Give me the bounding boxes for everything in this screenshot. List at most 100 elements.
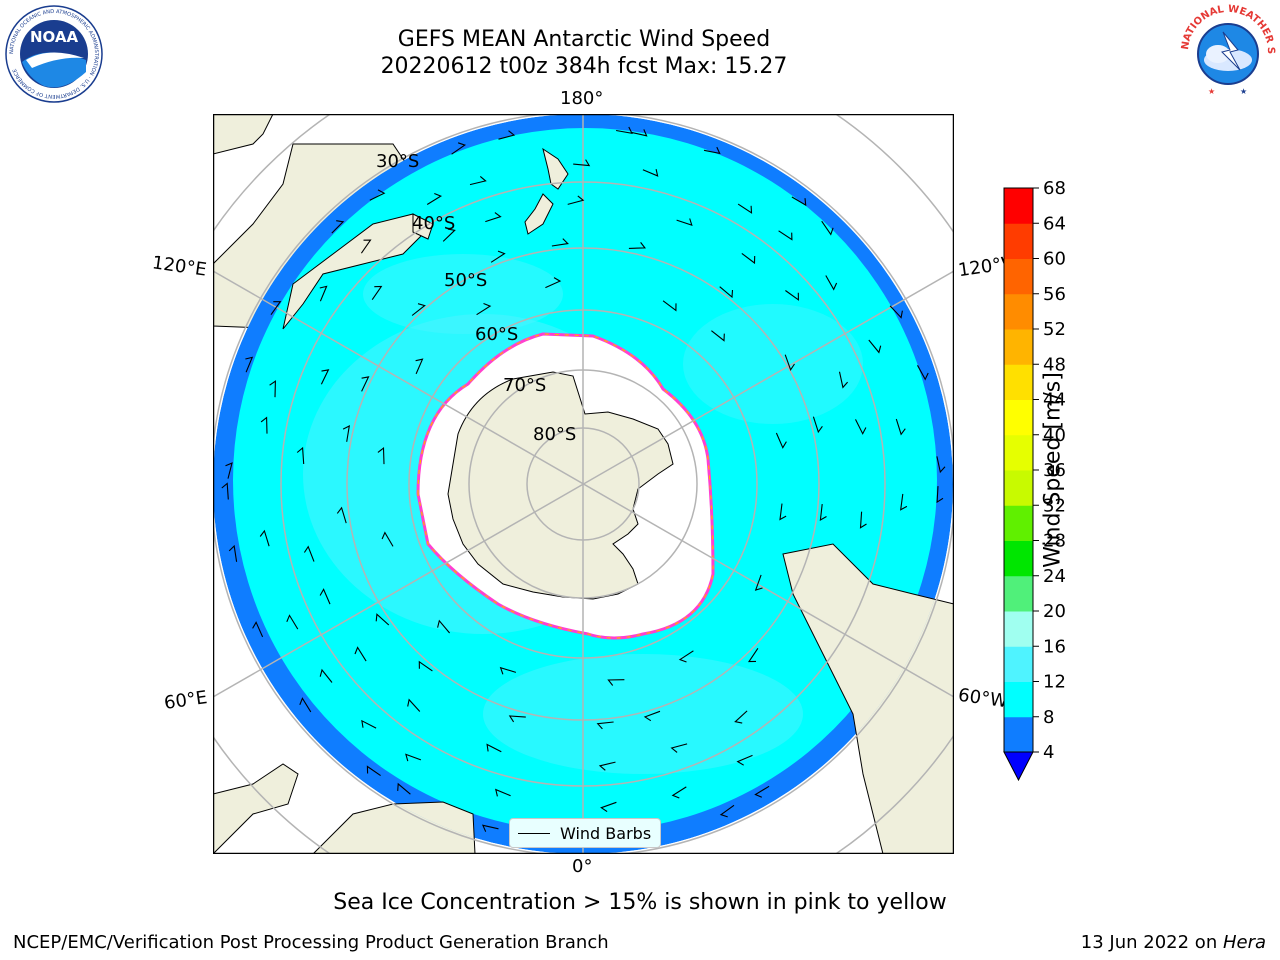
wind-barb bbox=[900, 493, 908, 511]
wind-barbs bbox=[221, 126, 946, 843]
wind-barb bbox=[225, 462, 233, 479]
wind-barb bbox=[377, 447, 385, 465]
colorbar-label: Wind Speed [m/s] bbox=[1040, 372, 1066, 568]
colorbar-tick-label: 16 bbox=[1043, 636, 1066, 657]
wind-barb bbox=[286, 614, 299, 630]
colorbar-segment bbox=[1004, 293, 1033, 330]
wind-barb bbox=[676, 218, 693, 226]
colorbar-segment bbox=[1004, 434, 1033, 471]
wind-barb bbox=[381, 531, 394, 547]
colorbar-tick-label: 36 bbox=[1043, 460, 1066, 481]
colorbar-segment bbox=[1004, 223, 1033, 259]
lat-label-60s: 60°S bbox=[475, 324, 519, 345]
antarctica bbox=[447, 371, 674, 600]
colorbar-segment bbox=[1004, 646, 1033, 682]
colorbar-tick-label: 44 bbox=[1043, 390, 1066, 411]
wind-barb bbox=[476, 302, 492, 316]
legend-line-icon bbox=[518, 832, 550, 834]
svg-text:★: ★ bbox=[1208, 87, 1215, 96]
wind-barb bbox=[889, 305, 903, 319]
wind-barb bbox=[303, 545, 315, 562]
wind-barb bbox=[407, 698, 421, 712]
wind-barb bbox=[360, 239, 372, 254]
footer-credit: NCEP/EMC/Verification Post Processing Pr… bbox=[13, 932, 609, 953]
colorbar-segment bbox=[1004, 611, 1033, 647]
wind-barb bbox=[375, 613, 390, 626]
wind-barb bbox=[469, 175, 487, 186]
noaa-logo: NOAA NATIONAL OCEANIC AND ATMOSPHERIC AD… bbox=[5, 5, 103, 103]
wind-barb bbox=[607, 679, 625, 686]
wind-barb bbox=[437, 619, 451, 634]
lon-label-0: 0° bbox=[572, 856, 593, 877]
colorbar-segment bbox=[1004, 540, 1033, 577]
wind-barb bbox=[495, 788, 511, 797]
colorbar-segment bbox=[1004, 364, 1033, 400]
wind-barb bbox=[545, 277, 562, 289]
wind-barb bbox=[260, 416, 268, 434]
wind-barb bbox=[498, 130, 516, 140]
lat-label-80s: 80°S bbox=[533, 424, 577, 445]
wind-barb bbox=[895, 418, 906, 436]
colorbar-tick-label: 64 bbox=[1043, 213, 1066, 234]
wind-barb bbox=[775, 432, 787, 449]
wind-barb bbox=[573, 159, 591, 167]
wind-barb bbox=[812, 416, 823, 434]
colorbar-tick-label: 60 bbox=[1043, 249, 1066, 270]
wind-barb bbox=[779, 503, 787, 521]
wind-barb bbox=[319, 285, 328, 302]
wind-barb bbox=[499, 666, 517, 675]
wind-barb bbox=[481, 824, 499, 832]
wind-barb bbox=[630, 129, 648, 137]
lon-label-60e: 60°E bbox=[162, 687, 209, 714]
wind-barb bbox=[678, 650, 694, 663]
colorbar-extend-arrow bbox=[1003, 751, 1034, 782]
wind-barb bbox=[616, 126, 633, 135]
wind-barb bbox=[245, 356, 254, 373]
wind-barb bbox=[662, 300, 677, 312]
polar-map bbox=[213, 114, 954, 854]
wind-barb bbox=[486, 743, 502, 753]
colorbar-tick-label: 40 bbox=[1043, 425, 1066, 446]
wind-barb bbox=[442, 228, 456, 242]
wind-barb bbox=[825, 275, 838, 291]
lat-label-70s: 70°S bbox=[503, 375, 547, 396]
lat-label-30s: 30°S bbox=[376, 151, 420, 172]
wind-barb bbox=[736, 754, 753, 766]
graticule bbox=[213, 114, 954, 854]
wind-barb bbox=[567, 195, 585, 205]
wind-barb bbox=[551, 238, 569, 247]
wind-barb bbox=[747, 647, 759, 663]
wind-barb bbox=[754, 785, 770, 798]
footer-date-text: 13 Jun 2022 on bbox=[1080, 932, 1223, 953]
colorbar-tick-label: 12 bbox=[1043, 672, 1066, 693]
wind-barb bbox=[785, 290, 799, 301]
colorbar-tick-label: 24 bbox=[1043, 566, 1066, 587]
wind-barb bbox=[405, 753, 422, 762]
sea-ice-caption: Sea Ice Concentration > 15% is shown in … bbox=[333, 890, 947, 915]
colorbar-segment bbox=[1004, 716, 1033, 753]
lon-label-120e: 120°E bbox=[150, 252, 208, 281]
wind-barb bbox=[600, 801, 617, 813]
wind-barb bbox=[628, 242, 647, 249]
lon-label-180: 180° bbox=[560, 88, 604, 109]
colorbar-segment bbox=[1004, 505, 1033, 541]
wind-barb bbox=[369, 189, 386, 201]
wind-barb bbox=[778, 230, 793, 241]
wind-barb bbox=[598, 761, 616, 771]
colorbar-segment bbox=[1004, 258, 1033, 295]
colorbar-tick-label: 56 bbox=[1043, 284, 1066, 305]
wind-barb bbox=[252, 621, 264, 638]
wind-barb bbox=[228, 544, 238, 562]
wind-barb bbox=[361, 719, 377, 729]
wind-barb bbox=[754, 574, 763, 591]
wind-barb bbox=[936, 456, 946, 474]
wind-barb bbox=[221, 482, 229, 500]
colorbar-segments bbox=[1004, 188, 1033, 753]
footer-date: 13 Jun 2022 on Hera bbox=[1081, 932, 1266, 953]
wind-barb bbox=[859, 511, 867, 529]
wind-barb bbox=[642, 168, 659, 177]
colorbar-tick-label: 4 bbox=[1043, 742, 1054, 763]
colorbar-segment bbox=[1004, 329, 1033, 365]
wind-barb bbox=[451, 142, 467, 155]
